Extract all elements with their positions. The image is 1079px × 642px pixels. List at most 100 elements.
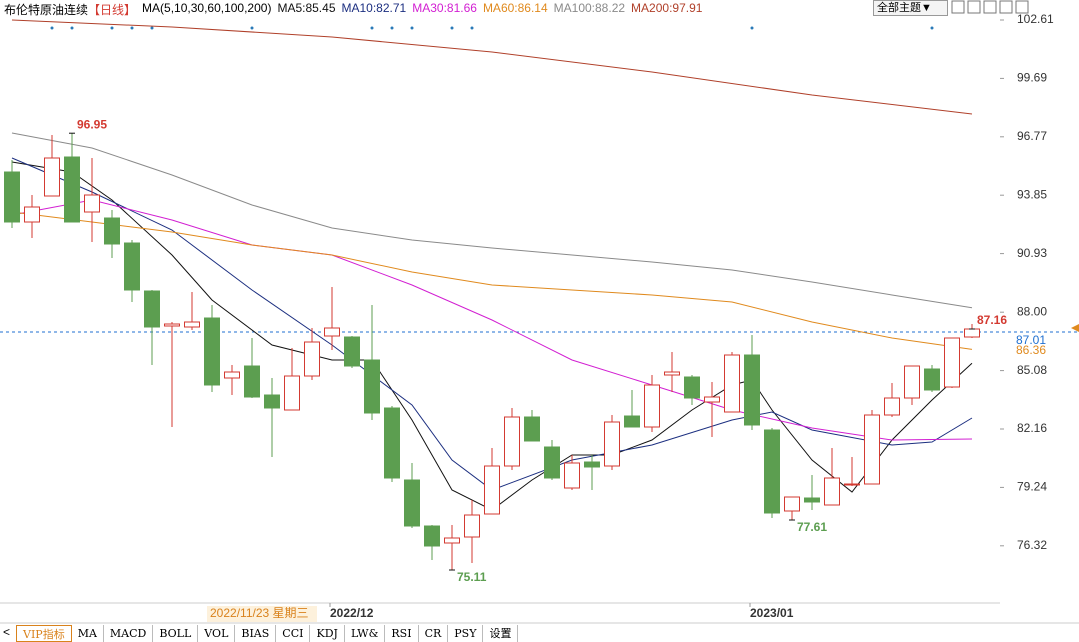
y-tick-label: 76.32 [1017,538,1047,552]
indicator-tab[interactable]: KDJ [310,625,345,642]
theme-button[interactable]: 全部主题▼ [873,0,948,16]
event-dots [50,26,934,30]
candle-body [144,290,160,328]
legend-entry: MA200:97.91 [631,1,703,15]
y-tick-label: 79.24 [1017,480,1047,494]
candle-body [364,359,380,414]
candle-body [24,206,40,223]
candle-body [64,156,80,223]
candle-body [104,217,120,245]
candle-body [324,327,340,337]
legend-entry: MA30:81.66 [412,1,477,15]
candle-body [744,354,760,426]
axis-marker-label: 86.36 [1016,343,1046,357]
candle-body [204,317,220,386]
candle-body [44,157,60,197]
indicator-tab[interactable]: VOL [198,625,236,642]
indicator-tab[interactable]: 设置 [483,625,519,642]
x-tick-label: 2022/12 [330,606,374,620]
candle-body [504,416,520,467]
candle-body [164,323,180,327]
legend-entry: MA10:82.71 [341,1,407,15]
toolbar-icons[interactable] [951,0,1029,14]
price-arrow [1071,324,1079,332]
candle-body [84,194,100,213]
candle-body [964,328,980,338]
candle-body [844,483,860,486]
ma-line [11,211,973,350]
candle-body [464,514,480,538]
candle-body [284,375,300,411]
indicator-tab[interactable]: PSY [448,625,484,642]
candle-body [584,461,600,468]
candle-body [124,242,140,291]
indicator-tab[interactable]: CCI [276,625,311,642]
period: 【日线】 [88,3,137,17]
indicator-tab[interactable]: MACD [104,625,154,642]
indicator-tab[interactable]: BOLL [153,625,199,642]
indicator-tab[interactable]: RSI [385,625,419,642]
indicator-tab[interactable]: CR [419,625,449,642]
candle-body [884,397,900,416]
y-tick-label: 88.00 [1017,304,1047,318]
annotation-label: 96.95 [77,117,107,131]
candle-body [384,407,400,479]
ma-params: MA(5,10,30,60,100,200) [142,1,272,15]
candle-body [304,341,320,377]
candle-body [664,371,680,376]
y-tick-label: 93.85 [1017,187,1047,201]
x-tick-label: 2023/01 [750,606,794,620]
candle-body [244,365,260,398]
candle-body [944,337,960,388]
candle-body [444,537,460,544]
indicator-tab[interactable]: MA [72,625,104,642]
legend-entry: MA5:85.45 [277,1,336,15]
indicator-tab[interactable]: LW& [345,625,386,642]
candle-body [184,321,200,328]
ma-line [11,199,973,441]
candle-body [424,525,440,547]
candle-body [604,421,620,467]
candle-body [224,371,240,379]
annotation-label: 77.61 [797,520,827,534]
tab-prev[interactable]: < [3,625,10,639]
y-tick-label: 90.93 [1017,246,1047,260]
annotation-label: 75.11 [457,570,487,584]
indicator-tab[interactable]: BIAS [235,625,277,642]
candle-body [924,368,940,391]
y-tick-label: 96.77 [1017,129,1047,143]
ma-line [11,157,973,491]
candle-body [784,496,800,512]
y-tick-label: 85.08 [1017,363,1047,377]
candle-body [524,416,540,442]
ma-line [11,132,973,309]
header: 布伦特原油连续 【日线】 MA(5,10,30,60,100,200) MA5:… [4,1,702,18]
crosshair-box [207,606,317,622]
legend-entry: MA100:88.22 [553,1,626,15]
candle-body [824,477,840,506]
crosshair-label: 2022/11/23 星期三 [210,606,309,620]
candle-body [724,354,740,413]
candle-body [864,414,880,485]
indicator-tabs: VIP指标 MA MACD BOLL VOL BIAS CCI KDJ LW& RSI CR PSY 设… [16,625,519,642]
candle-body [404,479,420,527]
candle-body [764,429,780,514]
candle-body [564,462,580,489]
y-tick-label: 99.69 [1017,71,1047,85]
instrument: 布伦特原油连续 [4,3,89,17]
candle-body [344,336,360,367]
annotation-label: 87.16 [977,313,1007,327]
candle-body [484,465,500,515]
indicator-tab[interactable]: VIP指标 [16,625,72,642]
candle-body [684,376,700,399]
axis-marker-label: 87.01 [1016,333,1046,347]
legend-entry: MA60:86.14 [482,1,548,15]
candle-body [904,365,920,399]
candle-body [624,415,640,428]
y-tick-label: 82.16 [1017,421,1047,435]
candle-body [704,396,720,403]
candle-body [544,446,560,479]
candle-body [264,394,280,409]
